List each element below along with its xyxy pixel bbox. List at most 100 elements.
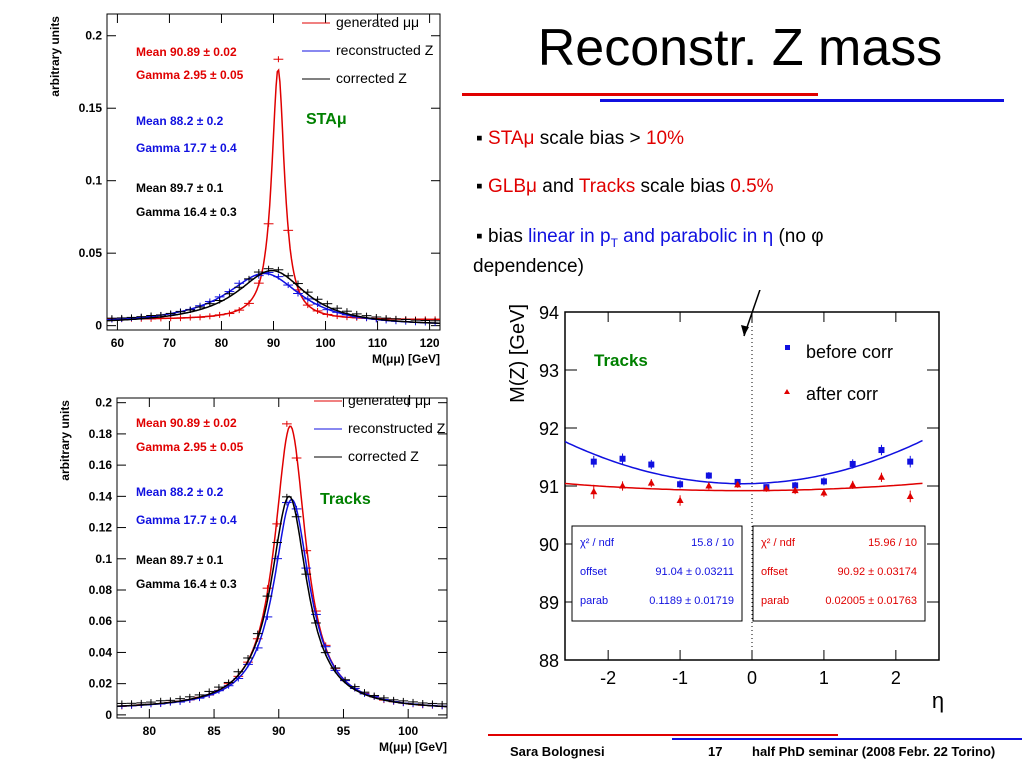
series-curve-black <box>106 269 440 324</box>
fit-stats-box <box>571 525 743 622</box>
data-point-before-corr <box>907 458 914 465</box>
data-point-before-corr <box>590 458 597 465</box>
x-tick-label: 100 <box>316 336 336 350</box>
x-tick-label: 100 <box>398 724 418 738</box>
y-axis-label: arbitrary units <box>58 400 72 481</box>
bullet-2-text: scale bias <box>635 176 731 197</box>
data-point-after-corr <box>705 482 713 489</box>
y-tick-label: 0.14 <box>89 489 113 503</box>
x-axis-label: η <box>932 688 944 713</box>
series-curve-blue <box>116 498 447 708</box>
y-tick-label: 0.2 <box>85 29 102 43</box>
tracks-mass-chart: 80 85 90 95 100 0 0.02 0.04 0.06 0.08 0.1 0.12 0.14 0… <box>58 392 448 754</box>
y-axis-label: arbitrary units <box>48 16 62 97</box>
y-tick-label: 0 <box>95 319 102 333</box>
y-tick-label: 0 <box>105 708 112 722</box>
fit-stat-value: 15.96 / 10 <box>868 537 917 549</box>
x-axis-label: M(μμ) [GeV] <box>372 352 440 366</box>
fit-stat-value: 91.04 ± 0.03211 <box>655 566 734 578</box>
data-point-after-corr <box>734 480 742 488</box>
plot-frame <box>106 13 441 331</box>
y-tick-label: 0.02 <box>89 677 113 691</box>
fit-stat-name: offset <box>580 566 607 578</box>
y-tick-label: 88 <box>539 651 559 671</box>
data-point-before-corr <box>878 447 885 454</box>
stat-line-red: Gamma 2.95 ± 0.05 <box>136 68 244 82</box>
bullet-1: ▪ STAμ scale bias > 10% <box>476 128 684 150</box>
x-tick-label: 120 <box>420 336 440 350</box>
y-tick-label: 0.15 <box>79 101 103 115</box>
y-tick-label: 91 <box>539 477 559 497</box>
annotation-arrowhead <box>741 325 749 336</box>
stat-line-black: Mean 89.7 ± 0.1 <box>136 553 224 567</box>
legend-label: corrected Z <box>336 70 407 86</box>
fit-curve-blue <box>564 439 923 485</box>
legend-swatch-blue <box>785 345 790 350</box>
bullet-marker: ▪ <box>476 226 483 247</box>
bullet-2-value: 0.5% <box>730 176 774 197</box>
y-tick-label: 90 <box>539 535 559 555</box>
data-point-after-corr <box>590 487 598 495</box>
annotation-arrow <box>743 290 761 337</box>
footer-page: 17 <box>708 744 723 759</box>
stat-line-blue: Gamma 17.7 ± 0.4 <box>136 141 237 155</box>
fit-stat-value: 0.1189 ± 0.01719 <box>649 595 734 607</box>
fit-stat-name: χ² / ndf <box>580 537 615 549</box>
title-underline-red <box>462 93 818 96</box>
y-tick-label: 93 <box>539 361 559 381</box>
stat-line-blue: Gamma 17.7 ± 0.4 <box>136 513 237 527</box>
y-tick-label: 89 <box>539 593 559 613</box>
x-tick-label: 2 <box>891 668 901 688</box>
bullet-3-post: (no φ <box>773 226 824 247</box>
x-tick-label: 110 <box>368 336 388 350</box>
series-curve-blue <box>106 272 440 324</box>
title-underline-blue <box>600 99 1004 102</box>
panel-label: Tracks <box>320 491 371 508</box>
x-tick-label: 90 <box>267 336 281 350</box>
x-tick-label: 60 <box>111 336 125 350</box>
data-point-after-corr <box>849 480 857 488</box>
y-tick-label: 92 <box>539 419 559 439</box>
bullet-3-pre: bias <box>482 226 529 247</box>
bullet-3-line2: dependence) <box>473 256 584 277</box>
data-point-after-corr <box>820 488 828 496</box>
fit-stat-name: χ² / ndf <box>761 537 796 549</box>
plot-frame <box>116 397 448 719</box>
legend-swatch-red <box>784 389 790 394</box>
fit-stat-name: offset <box>761 566 788 578</box>
legend-label: after corr <box>806 384 878 404</box>
fit-stat-value: 0.02005 ± 0.01763 <box>825 595 917 607</box>
stat-line-blue: Mean 88.2 ± 0.2 <box>136 485 224 499</box>
series-curve-black <box>116 495 448 708</box>
stat-line-black: Mean 89.7 ± 0.1 <box>136 181 224 195</box>
data-point-after-corr <box>647 479 655 486</box>
stat-line-blue: Mean 88.2 ± 0.2 <box>136 114 224 128</box>
legend-label: reconstructed Z <box>348 420 446 436</box>
data-point-after-corr <box>791 486 799 494</box>
y-axis-label: M(Z) [GeV] <box>507 304 529 403</box>
bullet-marker: ▪ <box>476 176 489 197</box>
y-tick-label: 0.08 <box>89 583 113 597</box>
footer-author: Sara Bolognesi <box>510 744 605 759</box>
data-point-before-corr <box>849 460 856 467</box>
data-point-after-corr <box>619 482 627 489</box>
stat-line-red: Mean 90.89 ± 0.02 <box>136 416 237 430</box>
bullet-marker: ▪ <box>476 128 489 149</box>
stat-line-red: Mean 90.89 ± 0.02 <box>136 45 237 59</box>
x-tick-label: 90 <box>272 724 286 738</box>
y-tick-label: 0.05 <box>79 246 103 260</box>
x-tick-label: 95 <box>337 724 351 738</box>
fit-stat-value: 15.8 / 10 <box>691 537 734 549</box>
x-tick-label: 85 <box>207 724 221 738</box>
bullet-1-value: 10% <box>645 128 684 149</box>
data-point-before-corr <box>820 478 827 485</box>
x-tick-label: -1 <box>672 668 688 688</box>
data-point-before-corr <box>677 481 684 488</box>
y-tick-label: 0.04 <box>89 645 113 659</box>
bullet-3-parabolic: and parabolic in η <box>617 226 774 247</box>
fit-stat-name: parab <box>580 595 608 607</box>
data-point-after-corr <box>906 492 914 499</box>
data-point-before-corr <box>792 482 799 489</box>
data-point-after-corr <box>877 473 885 480</box>
fit-curve-red <box>564 482 923 492</box>
